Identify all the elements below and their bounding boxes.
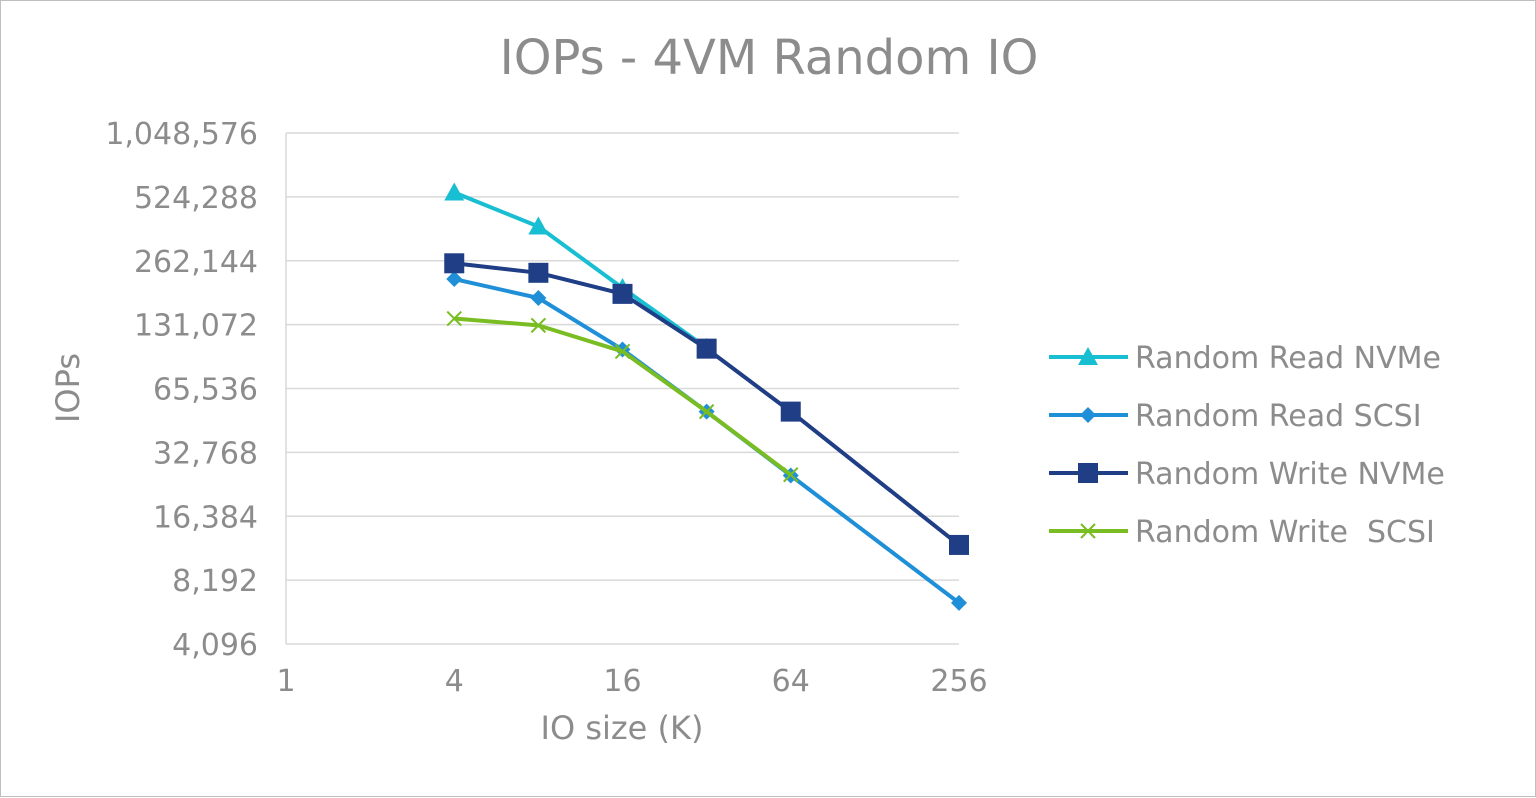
- y-tick-label: 1,048,576: [105, 117, 258, 152]
- series-random-read-scsi: [446, 271, 967, 611]
- legend-label: Random Write NVMe: [1135, 457, 1445, 492]
- legend-item-random-write-scsi: Random Write SCSI: [1049, 515, 1435, 550]
- data-point: [783, 467, 799, 483]
- x-tick-label: 64: [772, 664, 810, 699]
- legend-label: Random Read NVMe: [1135, 341, 1441, 376]
- chart-title: IOPs - 4VM Random IO: [500, 30, 1039, 86]
- marker-stroke: [530, 317, 547, 334]
- legend-marker: [1078, 347, 1098, 365]
- data-point: [446, 310, 462, 327]
- x-tick-label: 1: [276, 664, 295, 699]
- series-random-write-scsi: [446, 310, 799, 483]
- data-point: [528, 262, 549, 283]
- legend-item-random-write-nvme: Random Write NVMe: [1049, 457, 1445, 492]
- legend-item-random-read-scsi: Random Read SCSI: [1049, 399, 1422, 434]
- gridlines: [286, 132, 959, 645]
- series-line-random-read-scsi: [453, 277, 961, 605]
- x-axis-label: IO size (K): [541, 709, 704, 747]
- data-point: [780, 401, 801, 422]
- data-point: [949, 534, 969, 555]
- y-tick-label: 262,144: [134, 245, 258, 280]
- legend-label: Random Read SCSI: [1135, 399, 1422, 434]
- y-tick-label: 32,768: [153, 436, 258, 471]
- marker-stroke: [1080, 523, 1096, 539]
- series-line-random-write-nvme: [454, 261, 961, 547]
- marker-stroke: [698, 403, 715, 420]
- marker-stroke: [783, 467, 799, 483]
- legend-item-random-read-nvme: Random Read NVMe: [1049, 341, 1441, 376]
- data-point: [530, 289, 547, 306]
- marker-stroke: [446, 310, 462, 327]
- marker-stroke: [614, 343, 631, 360]
- data-point: [698, 403, 715, 420]
- series-random-write-nvme: [444, 253, 969, 555]
- legend-label: Random Write SCSI: [1135, 515, 1435, 550]
- data-point: [614, 343, 631, 360]
- data-point: [528, 216, 549, 235]
- y-tick-label: 16,384: [153, 500, 258, 535]
- y-tick-label: 524,288: [134, 181, 258, 216]
- data-point: [612, 283, 633, 304]
- x-tick-label: 4: [445, 664, 464, 699]
- y-tick-label: 131,072: [134, 309, 258, 344]
- x-axis-ticks: 1 4 16 64 256: [276, 664, 987, 699]
- y-axis-ticks: 4,096 8,192 16,384 32,768 65,536 131,072 262,1…: [105, 117, 258, 663]
- series-line-random-read-nvme: [453, 190, 708, 350]
- data-point: [951, 594, 967, 611]
- y-tick-label: 8,192: [172, 564, 258, 599]
- legend-marker: [1078, 463, 1098, 483]
- legend-marker: [1080, 407, 1096, 423]
- x-tick-label: 16: [603, 664, 641, 699]
- series-layer: [444, 182, 969, 611]
- x-tick-label: 256: [930, 664, 987, 699]
- data-point: [530, 317, 547, 334]
- data-point: [696, 338, 717, 359]
- legend-marker: [1080, 523, 1096, 539]
- data-point: [444, 182, 465, 201]
- y-axis-label: IOPs: [49, 353, 87, 423]
- data-point: [446, 271, 463, 288]
- legend: Random Read NVMe Random Read SCSI Random W…: [1049, 341, 1445, 550]
- y-tick-label: 4,096: [172, 628, 258, 663]
- data-point: [444, 253, 465, 274]
- y-tick-label: 65,536: [153, 373, 258, 408]
